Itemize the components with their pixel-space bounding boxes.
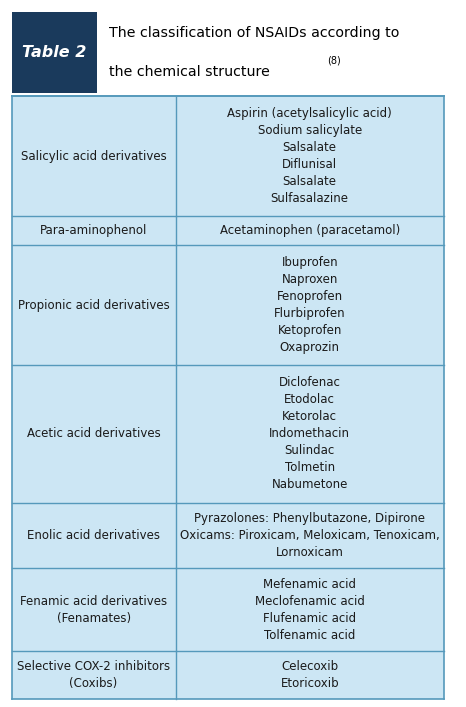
Bar: [12, 12, 97, 93]
Text: Para-aminophenol: Para-aminophenol: [40, 224, 147, 237]
Text: Diclofenac
Etodolac
Ketorolac
Indomethacin
Sulindac
Tolmetin
Nabumetone: Diclofenac Etodolac Ketorolac Indomethac…: [269, 376, 350, 491]
Text: Propionic acid derivatives: Propionic acid derivatives: [18, 298, 170, 312]
Text: Mefenamic acid
Meclofenamic acid
Flufenamic acid
Tolfenamic acid: Mefenamic acid Meclofenamic acid Flufena…: [255, 578, 364, 642]
Text: (8): (8): [327, 56, 341, 66]
Bar: [12, 96, 444, 699]
Text: Aspirin (acetylsalicylic acid)
Sodium salicylate
Salsalate
Diflunisal
Salsalate
: Aspirin (acetylsalicylic acid) Sodium sa…: [227, 107, 392, 205]
Text: Celecoxib
Etoricoxib: Celecoxib Etoricoxib: [281, 660, 339, 690]
Text: the chemical structure: the chemical structure: [109, 65, 269, 79]
Text: Table 2: Table 2: [22, 45, 87, 60]
Text: Ibuprofen
Naproxen
Fenoprofen
Flurbiprofen
Ketoprofen
Oxaprozin: Ibuprofen Naproxen Fenoprofen Flurbiprof…: [274, 256, 345, 354]
Text: Acetaminophen (paracetamol): Acetaminophen (paracetamol): [219, 224, 400, 237]
Text: Acetic acid derivatives: Acetic acid derivatives: [27, 427, 160, 440]
Text: The classification of NSAIDs according to: The classification of NSAIDs according t…: [109, 25, 399, 40]
Text: Fenamic acid derivatives
(Fenamates): Fenamic acid derivatives (Fenamates): [20, 595, 167, 625]
Text: Selective COX-2 inhibitors
(Coxibs): Selective COX-2 inhibitors (Coxibs): [17, 660, 170, 690]
Text: Salicylic acid derivatives: Salicylic acid derivatives: [21, 150, 166, 163]
Text: Pyrazolones: Phenylbutazone, Dipirone
Oxicams: Piroxicam, Meloxicam, Tenoxicam,
: Pyrazolones: Phenylbutazone, Dipirone Ox…: [180, 512, 439, 559]
Text: Enolic acid derivatives: Enolic acid derivatives: [27, 529, 160, 542]
Bar: [12, 12, 444, 93]
